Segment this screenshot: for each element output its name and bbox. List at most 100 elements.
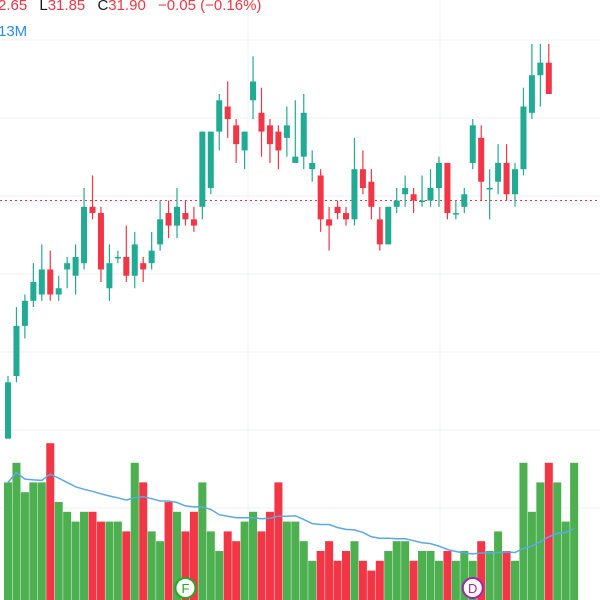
candle-body <box>106 263 113 289</box>
volume-bar <box>384 551 393 600</box>
candle-body <box>478 137 485 182</box>
candle <box>410 188 417 214</box>
volume-bar <box>189 511 198 600</box>
candle-body <box>528 75 535 113</box>
candle-body <box>537 62 544 76</box>
volume-bar <box>156 541 165 600</box>
volume-bar <box>502 551 511 600</box>
candle-body <box>190 219 197 226</box>
candle <box>114 250 121 264</box>
candle <box>30 263 37 308</box>
candle <box>165 200 172 239</box>
candle-body <box>309 162 316 170</box>
volume-bar <box>570 462 579 600</box>
candle <box>5 376 11 439</box>
candle <box>444 162 451 220</box>
candle-body <box>495 162 502 182</box>
candle <box>359 150 366 195</box>
candle-body <box>72 256 79 276</box>
volume-bar <box>198 482 207 600</box>
candle <box>233 119 240 163</box>
candle-body <box>427 188 434 201</box>
candle-body <box>317 175 324 220</box>
candle <box>503 144 510 201</box>
candle-body <box>503 162 510 195</box>
volume-bar <box>325 541 334 600</box>
candle <box>520 87 527 176</box>
candle <box>97 206 104 282</box>
volume-bar <box>477 541 486 600</box>
candle-body <box>13 325 20 376</box>
candle <box>157 200 164 251</box>
volume-bar <box>20 492 29 600</box>
candle-body <box>435 162 442 188</box>
event-marker-d[interactable]: D <box>461 577 484 599</box>
candle <box>427 169 434 207</box>
candle-body <box>275 131 282 151</box>
legend-close-value: 31.90 <box>108 0 146 14</box>
candle-body <box>21 300 28 326</box>
candle <box>283 106 290 157</box>
volume-bar <box>291 521 300 600</box>
volume-bar <box>54 502 63 600</box>
event-marker-label: F <box>181 581 189 596</box>
volume-bar <box>215 551 224 600</box>
candle-body <box>241 131 248 151</box>
legend-low-label: L <box>39 0 48 14</box>
candle <box>317 169 324 232</box>
candle <box>174 188 180 239</box>
candle-body <box>402 188 409 195</box>
candle <box>72 244 79 295</box>
candle <box>478 125 485 201</box>
candle <box>435 156 442 207</box>
candles <box>5 43 552 439</box>
event-marker-circle <box>174 577 197 599</box>
candle <box>402 175 409 207</box>
volume-bar <box>257 531 266 600</box>
volume-bar <box>443 551 452 600</box>
volume-bar <box>375 560 384 600</box>
candle-body <box>520 106 527 170</box>
candle-body <box>486 188 493 190</box>
candle-body <box>97 213 104 270</box>
volume-bar <box>181 531 190 600</box>
candle-body <box>368 181 375 207</box>
candle-body <box>326 219 333 226</box>
candle-body <box>131 244 138 276</box>
candle-body <box>81 206 88 264</box>
candle-body <box>30 282 37 301</box>
volume-bar <box>122 531 131 600</box>
volume-bar <box>46 443 55 600</box>
candle <box>106 244 113 301</box>
volume-bar <box>451 560 460 600</box>
volume-bar <box>358 560 367 600</box>
volume-bar <box>460 551 469 600</box>
candle-body <box>250 81 257 101</box>
volume-bar <box>71 521 80 600</box>
candle-body <box>334 206 341 214</box>
candle <box>343 206 349 226</box>
volume-bar <box>206 531 215 600</box>
candle <box>207 131 214 195</box>
candle-body <box>140 263 147 270</box>
candle <box>419 175 426 207</box>
volume-bar <box>401 541 410 600</box>
candle <box>140 256 147 282</box>
candle-body <box>351 169 358 220</box>
legend-close-label: C <box>97 0 109 14</box>
candle <box>81 188 88 270</box>
volume-bar <box>80 511 89 600</box>
candle <box>216 94 223 151</box>
candle <box>182 200 189 226</box>
candle <box>486 169 493 220</box>
volume-bar <box>392 541 401 600</box>
candle-body <box>216 100 223 132</box>
volume-bar <box>63 511 72 600</box>
event-marker-f[interactable]: F <box>174 577 197 599</box>
candle <box>123 225 130 282</box>
candle <box>266 119 273 163</box>
volume-bar <box>434 560 443 600</box>
volume-bar <box>350 541 359 600</box>
